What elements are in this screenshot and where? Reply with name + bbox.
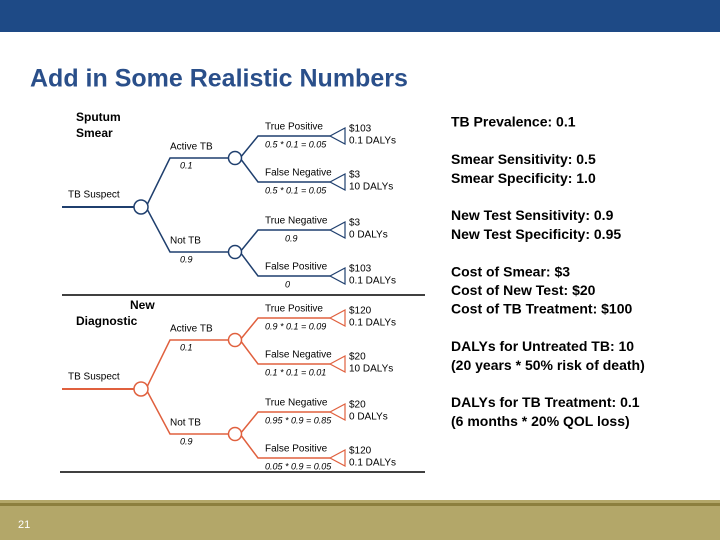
branch-label: Not TB [170, 236, 201, 247]
outcome-label: False Negative [265, 350, 332, 361]
outcome-label: True Positive [265, 304, 323, 315]
outcome-calc: 0.1 * 0.1 = 0.01 [265, 367, 326, 377]
tree-name: Smear [76, 126, 113, 140]
root-label: TB Suspect [68, 190, 120, 201]
outcome-cost: $120 [349, 446, 372, 457]
branch-prob: 0.9 [180, 254, 193, 264]
fact-line: Cost of TB Treatment: $100 [451, 301, 632, 317]
outcome-cost: $103 [349, 124, 372, 135]
outcome-cost: $20 [349, 400, 366, 411]
terminal-node [328, 449, 346, 467]
edge [239, 433, 330, 459]
fact-line: DALYs for TB Treatment: 0.1 [451, 394, 640, 410]
outcome-label: True Positive [265, 122, 323, 133]
edge [239, 339, 330, 365]
edge [145, 206, 228, 253]
outcome-label: True Negative [265, 398, 328, 409]
chance-node [227, 332, 243, 348]
fact-line: Smear Specificity: 1.0 [451, 170, 596, 186]
terminal-node [328, 221, 346, 239]
outcome-dalys: 0.1 DALYs [349, 276, 396, 287]
terminal-node [328, 267, 346, 285]
outcome-cost: $3 [349, 218, 361, 229]
branch-prob: 0.1 [180, 160, 193, 170]
tree-name: New [130, 298, 155, 312]
outcome-cost: $20 [349, 352, 366, 363]
outcome-label: False Negative [265, 168, 332, 179]
outcome-cost: $120 [349, 306, 372, 317]
edge [239, 135, 330, 159]
top-bar [0, 0, 720, 32]
outcome-dalys: 0.1 DALYs [349, 458, 396, 469]
terminal-node [328, 309, 346, 327]
tree-name: Sputum [76, 110, 121, 124]
outcome-calc: 0 [285, 279, 290, 289]
outcome-calc: 0.9 * 0.1 = 0.09 [265, 321, 326, 331]
fact-line: Cost of New Test: $20 [451, 282, 596, 298]
edge [145, 388, 228, 435]
fact-line: (20 years * 50% risk of death) [451, 357, 645, 373]
edge [239, 317, 330, 341]
branch-label: Not TB [170, 418, 201, 429]
chance-node [133, 199, 149, 215]
edge [239, 411, 330, 435]
root-label: TB Suspect [68, 372, 120, 383]
edge [145, 339, 228, 390]
footer-bar [0, 500, 720, 540]
chance-node [133, 381, 149, 397]
outcome-dalys: 10 DALYs [349, 182, 393, 193]
fact-line: New Test Sensitivity: 0.9 [451, 207, 614, 223]
fact-line: (6 months * 20% QOL loss) [451, 413, 630, 429]
branch-label: Active TB [170, 142, 213, 153]
chance-node [227, 150, 243, 166]
terminal-node [328, 127, 346, 145]
outcome-label: True Negative [265, 216, 328, 227]
edge [239, 251, 330, 277]
outcome-calc: 0.05 * 0.9 = 0.05 [265, 461, 332, 471]
outcome-cost: $3 [349, 170, 361, 181]
outcome-calc: 0.5 * 0.1 = 0.05 [265, 185, 327, 195]
outcome-dalys: 0 DALYs [349, 230, 388, 241]
chance-node [227, 244, 243, 260]
outcome-calc: 0.5 * 0.1 = 0.05 [265, 139, 327, 149]
branch-prob: 0.9 [180, 436, 193, 446]
fact-line: New Test Specificity: 0.95 [451, 226, 621, 242]
outcome-cost: $103 [349, 264, 372, 275]
edge [239, 157, 330, 183]
fact-line: Cost of Smear: $3 [451, 263, 570, 279]
fact-line: TB Prevalence: 0.1 [451, 114, 576, 130]
slide-title: Add in Some Realistic Numbers [30, 65, 408, 93]
terminal-node [328, 355, 346, 373]
terminal-node [328, 403, 346, 421]
outcome-dalys: 0 DALYs [349, 412, 388, 423]
outcome-dalys: 0.1 DALYs [349, 318, 396, 329]
branch-label: Active TB [170, 324, 213, 335]
terminal-node [328, 173, 346, 191]
fact-line: DALYs for Untreated TB: 10 [451, 338, 634, 354]
chance-node [227, 426, 243, 442]
tree-name: Diagnostic [76, 314, 138, 328]
outcome-label: False Positive [265, 444, 328, 455]
footer-line [0, 503, 720, 506]
outcome-dalys: 0.1 DALYs [349, 136, 396, 147]
outcome-calc: 0.95 * 0.9 = 0.85 [265, 415, 332, 425]
edge [145, 157, 228, 208]
page-number: 21 [18, 519, 30, 531]
outcome-calc: 0.9 [285, 233, 298, 243]
outcome-label: False Positive [265, 262, 328, 273]
branch-prob: 0.1 [180, 342, 193, 352]
outcome-dalys: 10 DALYs [349, 364, 393, 375]
fact-line: Smear Sensitivity: 0.5 [451, 151, 596, 167]
edge [239, 229, 330, 253]
